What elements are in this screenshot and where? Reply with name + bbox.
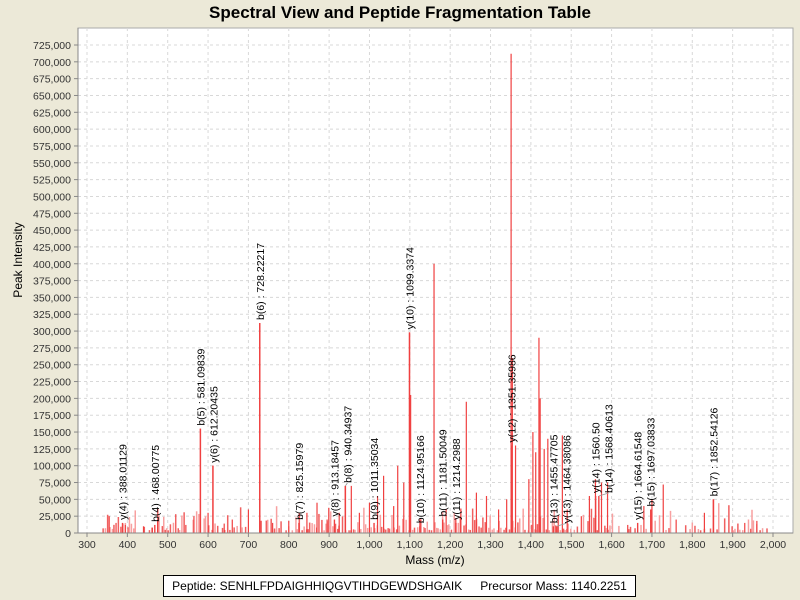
- y-tick-label: 50,000: [39, 494, 71, 506]
- y-tick-label: 475,000: [33, 208, 71, 220]
- y-tick-label: 125,000: [33, 444, 71, 456]
- x-tick-label: 600: [199, 539, 217, 551]
- x-tick-label: 1,500: [558, 539, 584, 551]
- y-tick-label: 400,000: [33, 259, 71, 271]
- peak-annotation-label: b(15) : 1697.03833: [646, 418, 658, 507]
- grid: [78, 28, 793, 533]
- x-tick-label: 700: [240, 539, 258, 551]
- x-tick-label: 900: [320, 539, 338, 551]
- x-tick-label: 400: [119, 539, 137, 551]
- y-tick-label: 725,000: [33, 40, 71, 52]
- annotation-leader: [345, 482, 348, 487]
- y-axis-ticks: 0 25,000 50,000 75,000 100,000 125,000 150,000…: [33, 40, 78, 540]
- peak-annotation-label: y(4) : 388.01129: [118, 444, 130, 520]
- annotation-leader: [598, 492, 609, 497]
- y-tick-label: 175,000: [33, 410, 71, 422]
- x-axis-title: Mass (m/z): [405, 553, 464, 567]
- peak-annotation-label: b(4) : 468.00775: [150, 445, 162, 522]
- peaks: [102, 53, 768, 533]
- y-tick-label: 575,000: [33, 141, 71, 153]
- peptide-info-box: Peptide: SENHLFPDAIGHHIQGVTIHDGEWDSHGAIK…: [163, 575, 636, 597]
- x-tick-label: 1,800: [679, 539, 705, 551]
- x-tick-label: 1,400: [518, 539, 544, 551]
- y-tick-label: 250,000: [33, 360, 71, 372]
- y-tick-label: 525,000: [33, 175, 71, 187]
- y-tick-label: 150,000: [33, 427, 71, 439]
- peak-annotation-label: b(5) : 581.09839: [195, 348, 207, 425]
- x-tick-label: 1,000: [356, 539, 382, 551]
- peptide-info: Peptide: SENHLFPDAIGHHIQGVTIHDGEWDSHGAIK: [172, 576, 462, 596]
- y-tick-label: 300,000: [33, 326, 71, 338]
- y-tick-label: 225,000: [33, 377, 71, 389]
- precursor-label: Precursor Mass:: [480, 579, 568, 593]
- annotation-leader: [556, 522, 567, 527]
- y-tick-label: 450,000: [33, 225, 71, 237]
- peak-annotation-label: y(8) : 913.18457: [329, 440, 341, 517]
- precursor-info: Precursor Mass: 1140.2251: [480, 576, 627, 596]
- y-tick-label: 350,000: [33, 292, 71, 304]
- peak-annotation-label: y(12) : 1351.35986: [506, 354, 518, 442]
- y-tick-label: 375,000: [33, 276, 71, 288]
- y-tick-label: 600,000: [33, 124, 71, 136]
- precursor-mass: 1140.2251: [570, 579, 627, 593]
- y-tick-label: 500,000: [33, 191, 71, 203]
- y-tick-label: 550,000: [33, 158, 71, 170]
- peak-annotation-label: y(14) : 1560.50: [591, 422, 603, 493]
- y-tick-label: 625,000: [33, 107, 71, 119]
- y-tick-label: 200,000: [33, 393, 71, 405]
- peak-annotation-label: y(15) : 1664.61548: [633, 432, 645, 520]
- x-tick-label: 1,900: [720, 539, 746, 551]
- annotations: y(4) : 388.01129 b(4) : 468.00775 b(5) : 5…: [118, 243, 720, 533]
- peak-annotation-label: y(10) : 1099.3374: [405, 247, 417, 329]
- peak-annotation-label: b(14) : 1568.40613: [604, 404, 616, 493]
- x-tick-label: 2,000: [760, 539, 786, 551]
- peak-annotation-label: y(13) : 1464.38086: [561, 435, 573, 523]
- peptide-label: Peptide:: [172, 579, 217, 593]
- y-tick-label: 75,000: [39, 478, 71, 490]
- x-tick-label: 800: [280, 539, 298, 551]
- y-tick-label: 25,000: [39, 511, 71, 523]
- y-tick-label: 0: [65, 528, 71, 540]
- x-tick-label: 1,700: [639, 539, 665, 551]
- x-tick-label: 1,300: [477, 539, 503, 551]
- y-tick-label: 100,000: [33, 461, 71, 473]
- peak-annotation-label: b(6) : 728.22217: [255, 243, 267, 320]
- x-tick-label: 300: [78, 539, 96, 551]
- peak-annotation-label: b(13) : 1455.47705: [548, 434, 560, 523]
- y-tick-label: 700,000: [33, 57, 71, 69]
- y-tick-label: 675,000: [33, 74, 71, 86]
- peptide-sequence: SENHLFPDAIGHHIQGVTIHDGEWDSHGAIK: [219, 579, 463, 593]
- peak-annotation-label: b(8) : 940.34937: [342, 406, 354, 483]
- x-axis-ticks: 300 400 500 600 700 800 900 1,000 1,100 1,200 1,30…: [78, 533, 786, 551]
- x-tick-label: 1,200: [437, 539, 463, 551]
- y-axis-title: Peak Intensity: [11, 222, 25, 297]
- peak-annotation-label: b(7) : 825.15979: [294, 443, 306, 520]
- x-tick-label: 500: [159, 539, 177, 551]
- y-tick-label: 425,000: [33, 242, 71, 254]
- chart-title: Spectral View and Peptide Fragmentation …: [209, 3, 591, 22]
- peak-annotation-label: y(6) : 612.20435: [208, 386, 220, 463]
- y-tick-label: 275,000: [33, 343, 71, 355]
- peak-annotation-label: b(10) : 1124.95166: [415, 435, 427, 523]
- peak-annotation-label: b(17) : 1852.54126: [708, 407, 720, 496]
- x-tick-label: 1,600: [598, 539, 624, 551]
- y-tick-label: 325,000: [33, 309, 71, 321]
- peak-annotation-label: b(11) : 1181.50049: [438, 429, 450, 516]
- peak-annotation-label: b(9) : 1011.35034: [369, 438, 381, 520]
- peak-annotation-label: y(11) : 1214.2988: [451, 438, 463, 520]
- x-tick-label: 1,100: [397, 539, 423, 551]
- y-tick-label: 650,000: [33, 90, 71, 102]
